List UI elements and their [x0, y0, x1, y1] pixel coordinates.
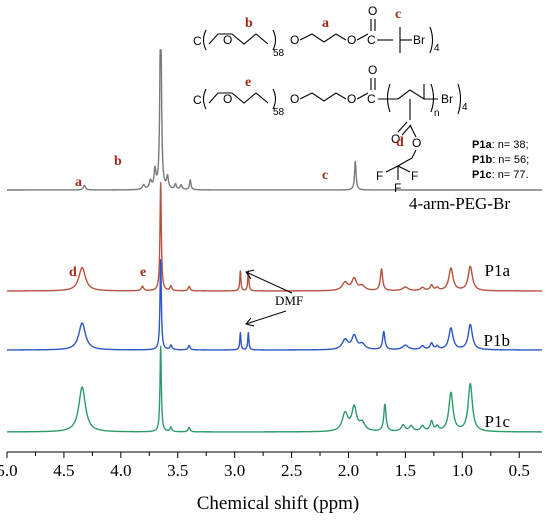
struct1-arm-count: 4: [434, 43, 440, 54]
struct2-cf-right: [397, 165, 411, 173]
dmf-label: DMF: [275, 293, 303, 308]
x-tick-label-1.0: 1.0: [452, 461, 473, 480]
struct1-core-c: C: [193, 34, 202, 48]
x-tick-label-3.0: 3.0: [224, 461, 245, 480]
struct1-bracket-right: [272, 29, 277, 51]
x-tick-label-1.5: 1.5: [395, 461, 416, 480]
dmf-arrow-lower: [245, 310, 287, 325]
x-tick-label-2.5: 2.5: [281, 461, 302, 480]
x-tick-label-3.5: 3.5: [167, 461, 188, 480]
struct1-chain-a: [299, 33, 347, 43]
struct1-letter-a: a: [322, 16, 329, 31]
struct2-bracket-right: [272, 88, 277, 110]
dp-list: P1a: n= 38; P1b: n= 56; P1c: n= 77.: [472, 139, 529, 181]
spectra-group: [6, 49, 543, 433]
struct2-o2: O: [290, 92, 299, 106]
x-tick-label-2.0: 2.0: [338, 461, 359, 480]
struct1-chain-b: [208, 33, 269, 45]
peak-label-c: c: [322, 168, 328, 183]
struct2-f2: F: [394, 181, 401, 195]
struct2-bracket-end: [457, 83, 462, 115]
spectrum-line-p1b: [6, 259, 543, 351]
x-axis-title: Chemical shift (ppm): [197, 493, 360, 514]
struct1-o1: O: [223, 33, 232, 47]
struct2-side-och2: [409, 124, 417, 138]
struct2-bracket-left: [202, 88, 207, 110]
x-tick-label-0.5: 0.5: [509, 461, 530, 480]
peak-label-b: b: [114, 154, 122, 169]
spectrum-line-p1c: [6, 345, 543, 433]
x-tick-label-4.5: 4.5: [53, 461, 74, 480]
dp-p1c-label: P1c: [472, 169, 492, 181]
peak-label-e: e: [140, 265, 146, 280]
structure-peg-br: C O 58 b O a O C O c Br 4: [193, 4, 440, 59]
struct2-repeat-bracket-left: [386, 83, 391, 113]
series-label-p1b: P1b: [484, 331, 510, 350]
struct2-ester-bond: [356, 92, 369, 100]
series-label-p1a: P1a: [485, 261, 511, 280]
dp-p1c-value: : n= 77.: [492, 169, 529, 181]
struct2-br: Br: [441, 92, 453, 106]
series-label-p1c: P1c: [485, 412, 511, 431]
struct1-o3: O: [347, 33, 356, 47]
x-tick-label-5.0: 5.0: [0, 461, 18, 480]
structure-polymer: C O 58 e O O C O n Br 4 O O d F F F: [193, 63, 468, 195]
dp-p1a-label: P1a: [472, 139, 492, 151]
struct2-side-o1: O: [391, 132, 400, 146]
dp-p1c: P1c: n= 77.: [472, 169, 529, 181]
dmf-annotation: DMF: [245, 269, 303, 327]
peak-label-a: a: [75, 175, 82, 190]
struct2-letter-d: d: [396, 135, 404, 150]
struct2-f3: F: [411, 169, 418, 183]
x-axis-ticks: 5.0 4.5 4.0 3.5 3.0 2.5 2.0 1.5 1.0 0.5: [0, 452, 530, 480]
struct2-chain-e: [208, 92, 269, 104]
struct1-letter-b: b: [245, 16, 253, 31]
struct1-ester-bond: [356, 33, 369, 41]
struct2-o3: O: [347, 92, 356, 106]
struct2-side-o2: O: [412, 136, 421, 150]
dmf-arrowhead-upper: [245, 269, 255, 280]
struct2-core-c: C: [193, 93, 202, 107]
x-axis: 5.0 4.5 4.0 3.5 3.0 2.5 2.0 1.5 1.0 0.5 Chemical …: [0, 451, 542, 514]
struct2-cf3-chain: [397, 149, 417, 180]
struct2-repeat-bracket-right: [430, 83, 435, 113]
dp-p1b: P1b: n= 56;: [472, 154, 529, 166]
struct2-chain: [299, 92, 347, 102]
struct2-arm-count: 4: [462, 102, 468, 113]
struct1-carbonyl-c: C: [367, 33, 376, 47]
struct2-letter-e: e: [245, 75, 251, 90]
struct1-o2: O: [290, 33, 299, 47]
struct1-bracket-left: [202, 29, 207, 51]
spectrum-line-p1a: [6, 182, 543, 292]
series-label-peg: 4-arm-PEG-Br: [409, 194, 510, 213]
dp-p1a-value: : n= 38;: [492, 139, 529, 151]
struct2-subscript-n: n: [434, 108, 440, 119]
struct1-bracket-end: [429, 26, 434, 54]
struct1-letter-c: c: [395, 7, 401, 22]
struct2-backbone: [378, 89, 438, 100]
spectrum-line-4-arm-peg-br: [6, 49, 543, 191]
struct2-cf-left: [385, 165, 399, 173]
struct2-carbonyl-c: C: [367, 92, 376, 106]
struct2-carbonyl-o: O: [368, 63, 377, 77]
struct2-repeat: 58: [273, 107, 285, 118]
peak-label-d: d: [69, 265, 77, 280]
struct1-br: Br: [413, 33, 425, 47]
struct2-o1: O: [223, 92, 232, 106]
dp-p1a: P1a: n= 38;: [472, 139, 529, 151]
dmf-arrowhead-lower: [245, 317, 255, 327]
dmf-arrow-upper: [245, 271, 293, 294]
dp-p1b-value: : n= 56;: [492, 154, 529, 166]
struct2-side-co1: [397, 121, 408, 133]
struct2-side-co2: [401, 124, 412, 136]
struct1-repeat: 58: [273, 48, 285, 59]
x-tick-label-4.0: 4.0: [110, 461, 131, 480]
struct1-carbonyl-o: O: [368, 4, 377, 18]
struct2-f1: F: [376, 169, 383, 183]
dp-p1b-label: P1b: [472, 154, 492, 166]
